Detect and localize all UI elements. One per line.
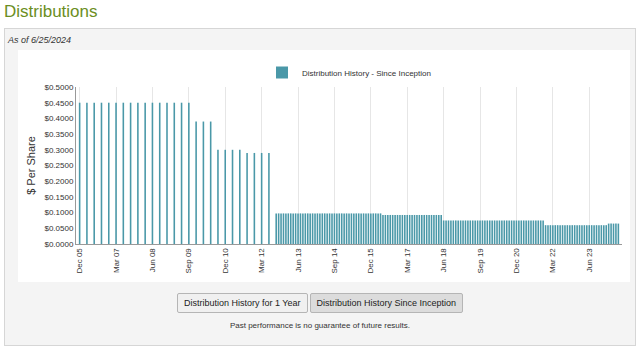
svg-text:$0.3500: $0.3500 [44, 130, 73, 139]
svg-text:$0.2500: $0.2500 [44, 161, 73, 170]
svg-text:$0.4000: $0.4000 [44, 114, 73, 123]
svg-text:$0.2000: $0.2000 [44, 177, 73, 186]
html-text:Distribution History Since Inc: Distribution History Since Inception [316, 298, 457, 308]
svg-text:$ Per Share: $ Per Share [25, 136, 37, 195]
svg-text:Jun 08: Jun 08 [148, 248, 157, 273]
svg-text:$0.1000: $0.1000 [44, 208, 73, 217]
svg-text:Sep 19: Sep 19 [476, 248, 485, 274]
svg-text:$0.0000: $0.0000 [44, 240, 73, 249]
html-text:As of 6/25/2024: As of 6/25/2024 [8, 35, 72, 45]
svg-text:Jun 18: Jun 18 [439, 248, 448, 273]
html-text:Distributions: Distributions [4, 2, 98, 21]
svg-text:Mar 17: Mar 17 [403, 248, 412, 273]
svg-text:Mar 22: Mar 22 [548, 248, 557, 273]
html-text:Past performance is no guarant: Past performance is no guarantee of futu… [229, 321, 410, 330]
svg-text:Dec 20: Dec 20 [512, 248, 521, 274]
svg-text:Dec 05: Dec 05 [75, 248, 84, 274]
svg-text:Jun 23: Jun 23 [585, 248, 594, 273]
svg-text:Sep 09: Sep 09 [184, 248, 193, 274]
html-text:Distribution History for 1 Yea: Distribution History for 1 Year [183, 298, 301, 308]
svg-text:$0.3000: $0.3000 [44, 146, 73, 155]
svg-text:Dec 15: Dec 15 [366, 248, 375, 274]
svg-text:$0.4500: $0.4500 [44, 99, 73, 108]
svg-text:$0.0500: $0.0500 [44, 224, 73, 233]
svg-text:Mar 12: Mar 12 [257, 248, 266, 273]
svg-text:Jun 13: Jun 13 [294, 248, 303, 273]
svg-text:Mar 07: Mar 07 [112, 248, 121, 273]
svg-text:$0.5000: $0.5000 [44, 83, 73, 92]
svg-text:Distribution History - Since I: Distribution History - Since Inception [302, 69, 431, 78]
svg-text:Sep 14: Sep 14 [330, 248, 339, 274]
svg-text:Dec 10: Dec 10 [221, 248, 230, 274]
svg-text:$0.1500: $0.1500 [44, 193, 73, 202]
